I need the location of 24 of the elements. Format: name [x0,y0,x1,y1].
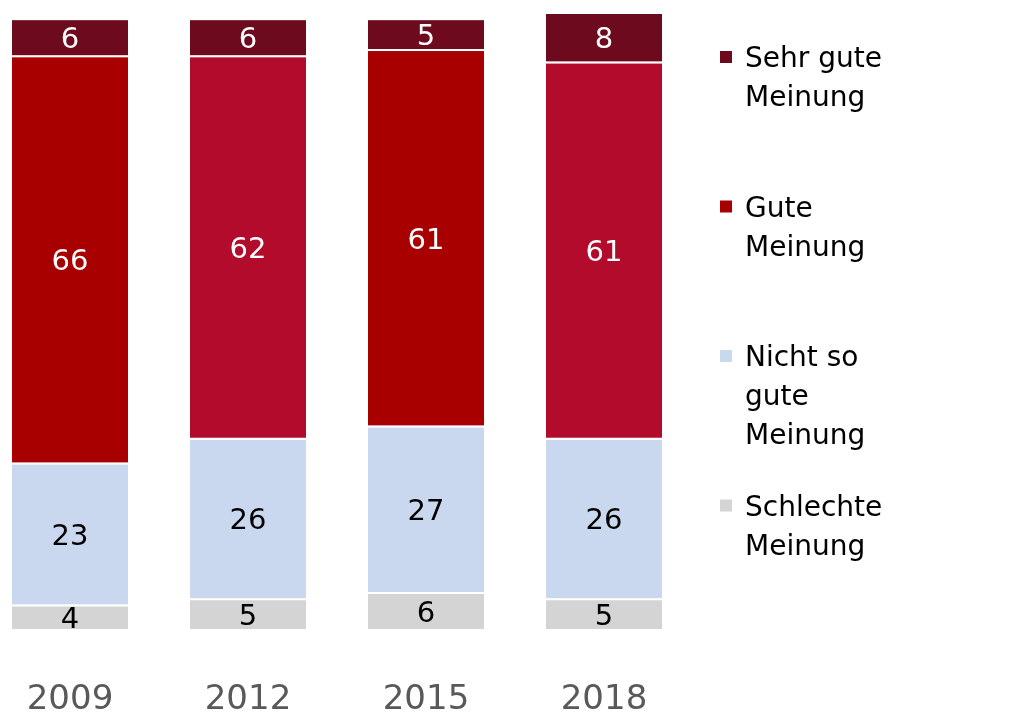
data-label: 23 [51,517,89,552]
data-label: 6 [60,21,80,56]
data-label: 6 [238,21,258,56]
legend-label: Sehr gute Meinung [745,41,882,114]
data-label: 5 [238,598,258,633]
legend-label: Gute Meinung [745,190,866,263]
x-tick-label: 2009 [26,677,114,716]
legend-label: Nicht so gute Meinung [745,340,866,452]
data-label: 62 [229,230,267,265]
legend-label: Schlechte Meinung [745,489,883,562]
x-tick-label: 2018 [560,677,648,716]
x-tick-label: 2015 [382,677,470,716]
data-label: 4 [60,601,80,636]
data-label: 8 [594,21,614,56]
data-label: 6 [416,594,436,629]
x-tick-label: 2012 [204,677,292,716]
data-label: 5 [594,598,614,633]
data-label: 66 [51,243,89,278]
data-label: 27 [407,493,445,528]
data-label: 5 [416,18,436,53]
data-label: 61 [407,221,445,256]
data-label: 26 [585,502,623,537]
data-label: 61 [585,233,623,268]
data-label: 26 [229,502,267,537]
